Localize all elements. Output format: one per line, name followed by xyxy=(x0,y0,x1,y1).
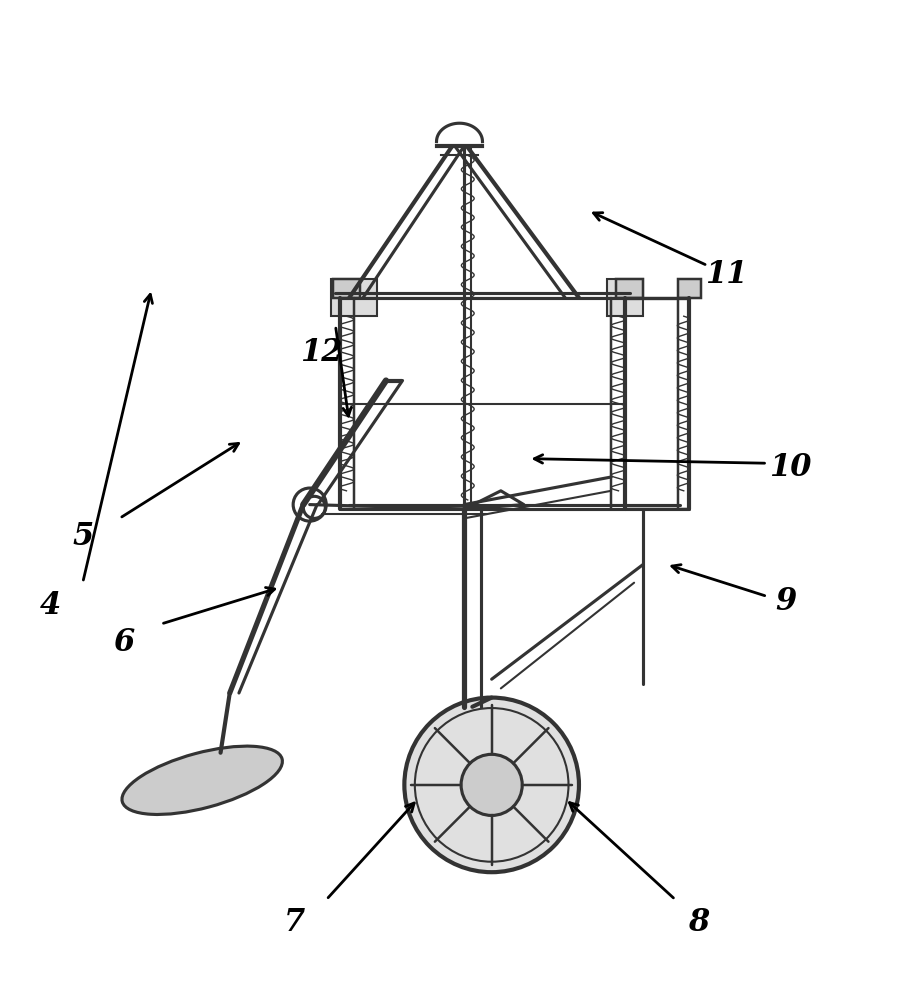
Text: 9: 9 xyxy=(775,586,797,617)
Bar xyxy=(678,279,701,298)
Ellipse shape xyxy=(122,746,282,814)
Text: 4: 4 xyxy=(40,590,62,621)
Bar xyxy=(616,279,643,298)
Circle shape xyxy=(404,698,579,872)
Bar xyxy=(331,279,377,316)
Text: 7: 7 xyxy=(283,907,305,938)
Bar xyxy=(607,279,643,316)
Circle shape xyxy=(461,754,522,815)
Text: 8: 8 xyxy=(687,907,709,938)
Text: 11: 11 xyxy=(705,259,747,290)
Text: 5: 5 xyxy=(72,521,94,552)
Bar xyxy=(333,279,360,298)
Text: 10: 10 xyxy=(769,452,811,483)
Text: 12: 12 xyxy=(301,337,343,368)
Text: 6: 6 xyxy=(113,627,135,658)
